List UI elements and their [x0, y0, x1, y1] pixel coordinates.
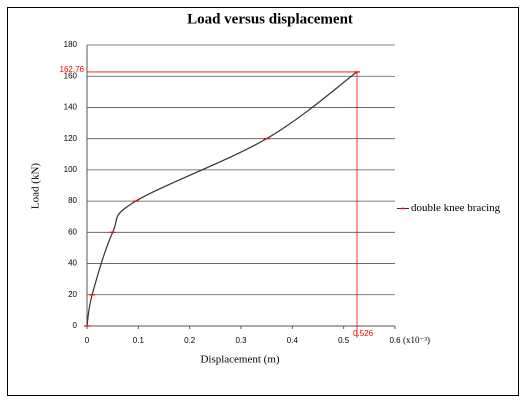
- y-tick-label: 0: [73, 321, 78, 330]
- x-tick-label: 0.4: [287, 336, 299, 345]
- y-tick-label: 40: [68, 259, 77, 268]
- chart-title: Load versus displacement: [187, 11, 353, 27]
- y-tick-label: 80: [68, 196, 77, 205]
- x-tick-label: 0.2: [184, 336, 196, 345]
- y-tick-label: 160: [64, 71, 78, 80]
- legend-label: double knee bracing: [411, 202, 501, 214]
- x-tick-label: 0.5: [338, 336, 350, 345]
- x-tick-label: 0.3: [235, 336, 247, 345]
- x-tick-label: 0.1: [133, 336, 145, 345]
- y-tick-label: 60: [68, 227, 77, 236]
- y-tick-label: 180: [64, 40, 78, 49]
- x-tick-label: 0.6: [389, 336, 401, 345]
- x-tick-label: 0: [85, 336, 90, 345]
- y-tick-label: 20: [68, 290, 77, 299]
- y-axis-label: Load (kN): [30, 163, 42, 209]
- series-line: [86, 71, 358, 327]
- x-axis-label: Displacement (m): [200, 354, 279, 366]
- annotation-label: 162.76: [60, 65, 85, 74]
- chart-border: [7, 7, 519, 396]
- x-unit-label: (x10⁻³): [403, 335, 430, 345]
- annotation-label: 0.526: [353, 329, 374, 338]
- y-tick-label: 100: [64, 165, 78, 174]
- y-tick-label: 120: [64, 134, 78, 143]
- y-tick-label: 140: [64, 103, 78, 112]
